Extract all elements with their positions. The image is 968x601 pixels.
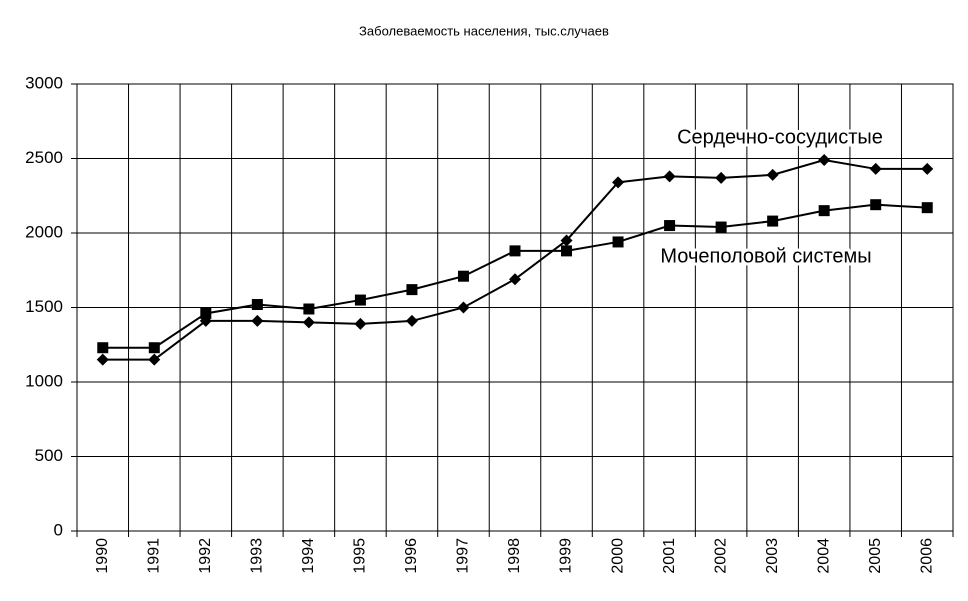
marker — [612, 176, 625, 189]
marker — [715, 171, 728, 184]
y-tick-label: 1000 — [25, 371, 63, 390]
marker — [302, 316, 315, 329]
marker — [509, 245, 521, 257]
x-tick-label: 2003 — [764, 538, 781, 574]
marker — [148, 342, 160, 354]
x-tick-label: 2000 — [609, 538, 626, 574]
marker — [818, 153, 831, 166]
x-tick-label: 2002 — [712, 538, 729, 574]
x-tick-label: 1997 — [455, 538, 472, 574]
y-tick-label: 1500 — [25, 297, 63, 316]
marker — [664, 220, 676, 232]
marker — [509, 273, 521, 286]
marker — [921, 202, 933, 214]
plot-border — [76, 83, 954, 532]
y-tick-label: 2500 — [25, 148, 63, 167]
marker — [663, 170, 676, 183]
marker — [405, 314, 418, 327]
marker — [870, 199, 882, 211]
marker — [612, 236, 624, 248]
y-tick-label: 2000 — [25, 222, 63, 241]
marker — [561, 245, 573, 257]
x-tick-label: 1999 — [558, 538, 575, 574]
marker — [457, 301, 470, 314]
x-tick-label: 1993 — [249, 538, 266, 574]
x-tick-label: 1991 — [146, 538, 163, 574]
marker — [715, 221, 727, 233]
x-tick-label: 2006 — [918, 538, 935, 574]
x-tick-label: 1992 — [197, 538, 214, 574]
y-tick-label: 3000 — [25, 73, 63, 92]
marker — [406, 284, 418, 296]
marker — [96, 353, 109, 366]
marker — [200, 307, 212, 319]
x-tick-label: 2005 — [867, 538, 884, 574]
y-tick-label: 0 — [54, 520, 63, 539]
chart-title: Заболеваемость населения, тыс.случаев — [359, 23, 609, 38]
x-tick-label: 1996 — [403, 538, 420, 574]
series-label: Сердечно-сосудистые — [677, 126, 883, 148]
marker — [560, 234, 573, 247]
x-tick-label: 2001 — [661, 538, 678, 574]
marker — [251, 314, 264, 327]
x-tick-label: 1990 — [94, 538, 111, 574]
x-tick-label: 1998 — [506, 538, 523, 574]
x-tick-label: 2004 — [815, 538, 832, 574]
marker — [148, 353, 161, 366]
series-label: Мочеполовой системы — [660, 245, 871, 267]
marker — [921, 162, 934, 175]
x-tick-label: 1995 — [352, 538, 369, 574]
marker — [303, 303, 315, 315]
marker — [97, 342, 109, 354]
marker — [869, 162, 882, 175]
marker — [251, 299, 263, 311]
x-tick-label: 1994 — [300, 538, 317, 574]
marker — [354, 317, 367, 330]
y-tick-label: 500 — [35, 446, 63, 465]
marker — [457, 270, 469, 282]
marker — [766, 168, 779, 181]
marker — [818, 205, 830, 217]
marker — [354, 294, 366, 306]
marker — [767, 215, 779, 227]
